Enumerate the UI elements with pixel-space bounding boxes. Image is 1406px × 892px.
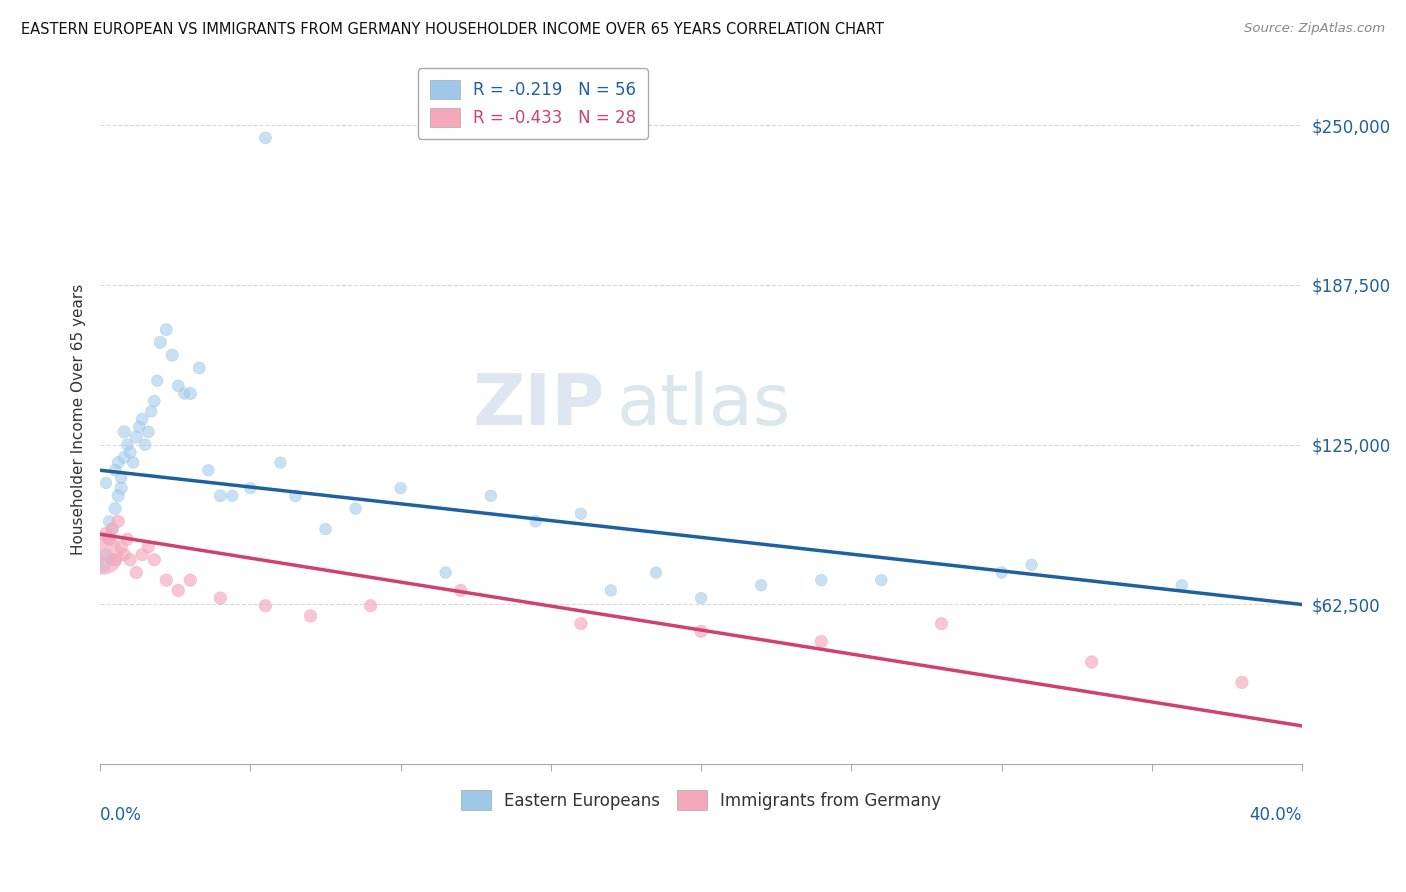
Point bbox=[221, 489, 243, 503]
Point bbox=[344, 501, 367, 516]
Point bbox=[931, 616, 953, 631]
Point bbox=[110, 481, 132, 495]
Point bbox=[101, 522, 124, 536]
Point bbox=[94, 548, 117, 562]
Point bbox=[179, 386, 201, 401]
Point bbox=[155, 573, 177, 587]
Point bbox=[125, 566, 148, 580]
Point bbox=[131, 548, 153, 562]
Point bbox=[389, 481, 412, 495]
Point bbox=[299, 609, 322, 624]
Text: atlas: atlas bbox=[617, 371, 792, 440]
Point bbox=[1080, 655, 1102, 669]
Text: EASTERN EUROPEAN VS IMMIGRANTS FROM GERMANY HOUSEHOLDER INCOME OVER 65 YEARS COR: EASTERN EUROPEAN VS IMMIGRANTS FROM GERM… bbox=[21, 22, 884, 37]
Point bbox=[110, 471, 132, 485]
Point bbox=[131, 412, 153, 426]
Point bbox=[120, 552, 142, 566]
Point bbox=[284, 489, 307, 503]
Point bbox=[1021, 558, 1043, 572]
Point bbox=[209, 591, 232, 605]
Point bbox=[107, 514, 129, 528]
Point bbox=[122, 456, 145, 470]
Text: Source: ZipAtlas.com: Source: ZipAtlas.com bbox=[1244, 22, 1385, 36]
Point bbox=[569, 507, 592, 521]
Point bbox=[141, 404, 163, 418]
Point bbox=[569, 616, 592, 631]
Point bbox=[136, 425, 159, 439]
Point bbox=[155, 323, 177, 337]
Point bbox=[870, 573, 893, 587]
Point bbox=[112, 450, 135, 465]
Point bbox=[197, 463, 219, 477]
Point bbox=[120, 445, 142, 459]
Point bbox=[645, 566, 668, 580]
Text: 40.0%: 40.0% bbox=[1250, 805, 1302, 823]
Point bbox=[690, 624, 713, 639]
Point bbox=[134, 438, 156, 452]
Point bbox=[1171, 578, 1194, 592]
Point bbox=[360, 599, 382, 613]
Point bbox=[112, 425, 135, 439]
Point bbox=[690, 591, 713, 605]
Point bbox=[91, 558, 114, 572]
Point bbox=[162, 348, 184, 362]
Point bbox=[115, 533, 138, 547]
Point bbox=[434, 566, 457, 580]
Point bbox=[479, 489, 502, 503]
Point bbox=[167, 583, 190, 598]
Point bbox=[149, 335, 172, 350]
Point bbox=[990, 566, 1012, 580]
Point bbox=[269, 456, 291, 470]
Point bbox=[125, 430, 148, 444]
Point bbox=[91, 548, 114, 562]
Point bbox=[104, 463, 127, 477]
Legend: R = -0.219   N = 56, R = -0.433   N = 28: R = -0.219 N = 56, R = -0.433 N = 28 bbox=[418, 69, 648, 138]
Point bbox=[115, 438, 138, 452]
Point bbox=[188, 361, 211, 376]
Y-axis label: Householder Income Over 65 years: Householder Income Over 65 years bbox=[72, 284, 86, 555]
Point bbox=[254, 599, 277, 613]
Point bbox=[101, 522, 124, 536]
Point bbox=[314, 522, 336, 536]
Point bbox=[128, 419, 150, 434]
Point bbox=[209, 489, 232, 503]
Point bbox=[810, 634, 832, 648]
Point bbox=[104, 552, 127, 566]
Point bbox=[810, 573, 832, 587]
Point bbox=[143, 394, 166, 409]
Point bbox=[104, 501, 127, 516]
Point bbox=[110, 540, 132, 554]
Point bbox=[1230, 675, 1253, 690]
Point bbox=[107, 489, 129, 503]
Point bbox=[136, 540, 159, 554]
Point bbox=[749, 578, 772, 592]
Point bbox=[101, 552, 124, 566]
Point bbox=[167, 379, 190, 393]
Point bbox=[600, 583, 623, 598]
Point bbox=[239, 481, 262, 495]
Text: 0.0%: 0.0% bbox=[100, 805, 142, 823]
Point bbox=[179, 573, 201, 587]
Point bbox=[450, 583, 472, 598]
Point bbox=[146, 374, 169, 388]
Point bbox=[173, 386, 195, 401]
Point bbox=[107, 456, 129, 470]
Point bbox=[112, 548, 135, 562]
Point bbox=[94, 475, 117, 490]
Point bbox=[524, 514, 547, 528]
Point bbox=[98, 533, 121, 547]
Point bbox=[143, 552, 166, 566]
Point bbox=[98, 514, 121, 528]
Point bbox=[94, 527, 117, 541]
Point bbox=[98, 533, 121, 547]
Text: ZIP: ZIP bbox=[472, 371, 605, 440]
Point bbox=[254, 131, 277, 145]
